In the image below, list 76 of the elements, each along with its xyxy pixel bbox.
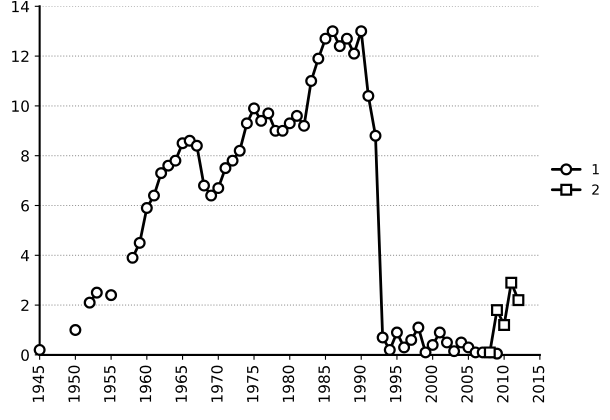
point <box>284 117 296 130</box>
x-tick-label: 2015 <box>532 366 544 402</box>
point <box>426 338 439 351</box>
point <box>134 236 146 249</box>
y-tick-label: 2 <box>21 300 28 311</box>
y-tick-label: 0 <box>21 349 29 361</box>
x-tick-label: 1980 <box>282 366 294 402</box>
point <box>320 32 332 45</box>
x-tick-label: 1975 <box>246 366 258 402</box>
point <box>298 120 310 132</box>
point <box>240 117 253 130</box>
point <box>412 322 424 334</box>
x-tick-label: 1985 <box>318 366 330 402</box>
point <box>334 40 346 52</box>
legend-label: 1 <box>592 164 599 174</box>
point <box>305 75 318 87</box>
point <box>34 344 46 356</box>
y-tick-label: 8 <box>21 150 29 162</box>
point <box>376 332 389 344</box>
x-tick-label: 2005 <box>461 366 473 402</box>
point <box>212 182 224 194</box>
x-tick-label: 1990 <box>354 366 366 402</box>
point <box>398 341 410 354</box>
point <box>362 90 374 102</box>
point <box>355 25 368 38</box>
y-tick-label: 4 <box>20 250 30 262</box>
y-tick-label: 10 <box>12 100 29 112</box>
point <box>69 324 82 336</box>
point <box>140 202 153 214</box>
point <box>491 304 503 316</box>
point <box>498 319 510 331</box>
x-tick-label: 1970 <box>211 366 223 402</box>
point <box>248 102 260 114</box>
legend-label: 2 <box>592 184 599 195</box>
point <box>340 32 353 45</box>
point <box>484 346 496 358</box>
point <box>169 154 182 167</box>
y-tick-label: 14 <box>12 0 30 12</box>
point <box>90 286 103 299</box>
point <box>312 52 324 65</box>
point <box>105 289 118 302</box>
y-tick-label: 6 <box>21 200 29 212</box>
point <box>434 326 446 338</box>
point <box>155 167 168 180</box>
point <box>512 294 524 306</box>
x-tick-label: 2010 <box>497 366 509 402</box>
point <box>290 110 303 122</box>
point <box>234 144 246 157</box>
x-tick-label: 1950 <box>68 366 80 402</box>
x-tick-label: 1965 <box>175 366 187 402</box>
point <box>190 140 203 152</box>
point <box>226 154 239 167</box>
x-tick-label: 1945 <box>32 366 44 402</box>
x-tick-label: 1995 <box>390 366 402 402</box>
point <box>198 180 210 192</box>
x-tick-label: 1955 <box>104 366 116 402</box>
point <box>448 345 460 358</box>
point <box>255 114 268 127</box>
point <box>370 130 382 142</box>
point <box>126 252 139 264</box>
point <box>148 190 160 202</box>
point <box>505 276 518 289</box>
point <box>205 190 218 202</box>
point <box>405 334 418 346</box>
point <box>348 48 360 60</box>
x-tick-label: 2000 <box>426 366 438 402</box>
point <box>390 326 403 338</box>
point <box>219 162 232 174</box>
point <box>276 124 289 137</box>
point <box>84 296 96 309</box>
x-tick-label: 1960 <box>140 366 152 402</box>
point <box>326 25 339 38</box>
point <box>420 346 432 358</box>
point <box>262 107 274 120</box>
point <box>440 336 453 348</box>
y-tick-label: 12 <box>12 50 28 62</box>
